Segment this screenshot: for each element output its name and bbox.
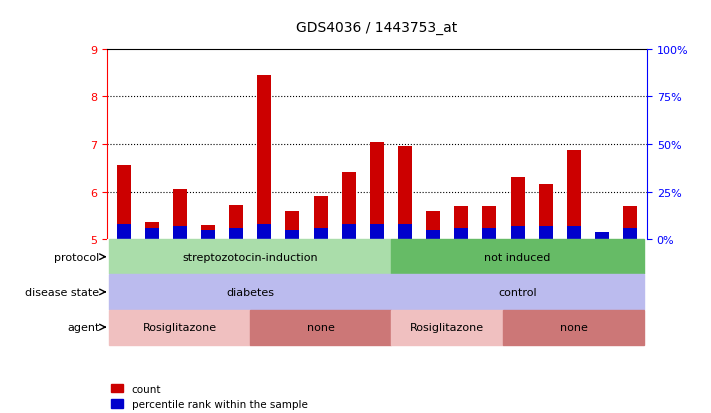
Text: protocol: protocol [54, 252, 100, 262]
Bar [398, 147, 412, 240]
Bar [342, 173, 356, 240]
Text: disease state: disease state [26, 287, 100, 297]
Bar [314, 197, 328, 240]
Text: GDS4036 / 1443753_at: GDS4036 / 1443753_at [296, 21, 457, 35]
Text: agent: agent [67, 322, 100, 332]
Bar [391, 240, 644, 275]
Bar [314, 228, 328, 240]
Bar [173, 226, 187, 240]
Bar [257, 224, 272, 240]
Bar [539, 185, 552, 240]
Bar [370, 142, 384, 240]
Bar [482, 228, 496, 240]
Text: not induced: not induced [484, 252, 551, 262]
Bar [391, 310, 503, 345]
Bar [567, 150, 581, 240]
Bar [109, 275, 391, 310]
Bar [117, 224, 131, 240]
Bar [426, 211, 440, 240]
Bar [250, 310, 391, 345]
Bar [623, 228, 637, 240]
Bar [109, 310, 250, 345]
Bar [370, 224, 384, 240]
Bar [285, 211, 299, 240]
Bar [503, 310, 644, 345]
Bar [201, 230, 215, 240]
Bar [595, 232, 609, 240]
Text: streptozotocin-induction: streptozotocin-induction [182, 252, 318, 262]
Bar [426, 230, 440, 240]
Bar [510, 178, 525, 240]
Bar [391, 275, 644, 310]
Bar [144, 228, 159, 240]
Bar [109, 240, 391, 275]
Bar [454, 206, 469, 240]
Bar [398, 224, 412, 240]
Bar [567, 226, 581, 240]
Bar [482, 206, 496, 240]
Bar [454, 228, 469, 240]
Bar [144, 223, 159, 240]
Bar [342, 224, 356, 240]
Text: Rosiglitazone: Rosiglitazone [143, 322, 217, 332]
Text: control: control [498, 287, 537, 297]
Text: diabetes: diabetes [226, 287, 274, 297]
Bar [623, 206, 637, 240]
Legend: count, percentile rank within the sample: count, percentile rank within the sample [107, 380, 311, 413]
Bar [510, 226, 525, 240]
Bar [229, 228, 243, 240]
Bar [201, 225, 215, 240]
Text: Rosiglitazone: Rosiglitazone [410, 322, 484, 332]
Text: none: none [560, 322, 588, 332]
Bar [285, 230, 299, 240]
Bar [117, 166, 131, 240]
Bar [173, 190, 187, 240]
Text: none: none [306, 322, 334, 332]
Bar [539, 226, 552, 240]
Bar [229, 205, 243, 240]
Bar [595, 236, 609, 240]
Bar [257, 76, 272, 240]
